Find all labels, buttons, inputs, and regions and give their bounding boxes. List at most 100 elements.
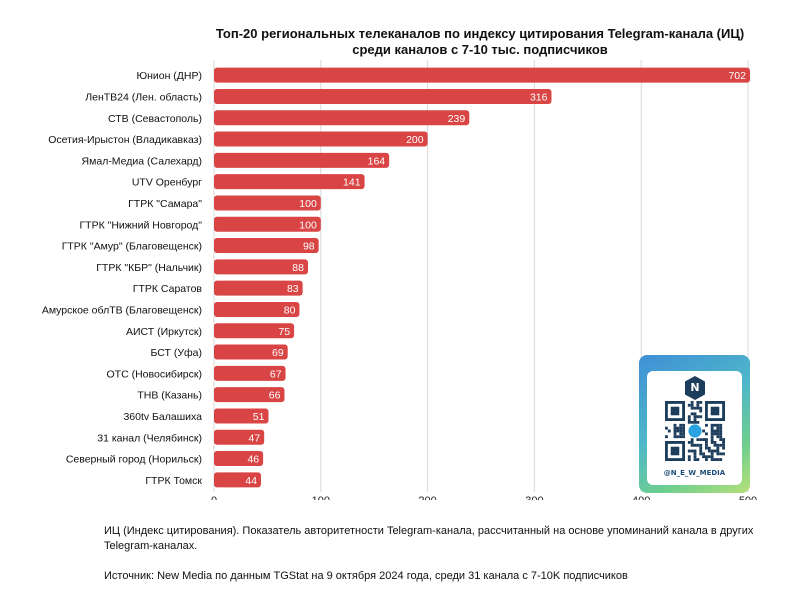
bar-value-label: 98 — [303, 241, 315, 253]
qr-module — [705, 455, 708, 459]
qr-module — [699, 452, 703, 456]
qr-module — [696, 401, 700, 404]
qr-module — [690, 449, 694, 453]
qr-module — [693, 415, 697, 419]
qr-module — [699, 449, 703, 453]
qr-module — [705, 432, 708, 436]
qr-module — [710, 426, 714, 430]
category-label: ГТРК Саратов — [133, 283, 203, 295]
bar-value-label: 44 — [245, 475, 257, 487]
qr-module — [710, 455, 714, 459]
qr-module — [682, 435, 685, 439]
category-label: ГТРК "КБР" (Нальчик) — [96, 262, 202, 274]
new-media-logo-letter: N — [690, 381, 699, 394]
category-label: Ямал-Медиа (Салехард) — [82, 155, 202, 167]
qr-module — [722, 438, 725, 441]
qr-module — [713, 449, 717, 453]
qr-module — [673, 423, 677, 427]
qr-module — [693, 452, 697, 456]
qr-module — [693, 421, 697, 424]
qr-module — [673, 432, 677, 436]
bar-value-label: 141 — [343, 177, 361, 189]
qr-module — [710, 449, 714, 453]
bar — [214, 408, 269, 424]
qr-module — [699, 446, 703, 450]
bar — [214, 387, 285, 403]
bar-value-label: 239 — [448, 113, 466, 125]
qr-module — [705, 438, 708, 441]
qr-module — [682, 429, 685, 433]
qr-module — [682, 426, 685, 430]
qr-module — [716, 432, 720, 436]
qr-module — [710, 458, 714, 461]
qr-module — [673, 426, 677, 430]
qr-module — [693, 455, 697, 459]
qr-module — [699, 438, 703, 441]
qr-module — [693, 418, 697, 421]
qr-module — [696, 403, 700, 407]
bar — [214, 451, 264, 467]
bar — [214, 67, 750, 83]
qr-module — [687, 415, 691, 419]
category-label: АИСТ (Иркутск) — [126, 326, 202, 338]
qr-module — [699, 415, 703, 419]
qr-module — [665, 435, 668, 439]
qr-module — [693, 458, 697, 461]
qr-promo-card[interactable]: N @N_E_W_MEDIA — [639, 355, 750, 493]
x-tick-label: 500 — [739, 495, 757, 500]
x-tick-label: 300 — [525, 495, 543, 500]
qr-module — [696, 458, 700, 461]
qr-module — [676, 426, 680, 430]
bar-value-label: 80 — [284, 304, 296, 316]
qr-module — [710, 441, 714, 444]
qr-module — [679, 432, 683, 436]
qr-module — [719, 438, 723, 441]
qr-module — [710, 452, 714, 456]
qr-module — [705, 458, 708, 461]
qr-module — [665, 426, 668, 430]
bar — [214, 323, 295, 339]
qr-module — [673, 435, 677, 439]
bar-value-label: 316 — [530, 91, 548, 103]
category-label: ГТРК "Нижний Новгород" — [79, 219, 202, 231]
qr-module — [687, 455, 691, 459]
qr-module — [716, 435, 720, 439]
category-label: ТНВ (Казань) — [137, 390, 202, 402]
qr-module — [710, 435, 714, 439]
bar-value-label: 69 — [272, 347, 284, 359]
qr-module — [693, 406, 697, 410]
qr-module — [710, 429, 714, 433]
qr-module — [719, 452, 723, 456]
qr-module — [705, 423, 708, 427]
category-label: ЛенТВ24 (Лен. область) — [85, 91, 202, 103]
qr-module — [702, 455, 705, 459]
bar-value-label: 164 — [368, 155, 386, 167]
qr-module — [667, 429, 671, 433]
category-label: 31 канал (Челябинск) — [97, 432, 202, 444]
qr-module — [682, 423, 685, 427]
qr-module — [699, 401, 703, 404]
qr-module — [705, 443, 708, 447]
bar-value-label: 88 — [292, 262, 304, 274]
qr-module — [707, 455, 711, 459]
category-label: 360tv Балашиха — [123, 411, 202, 423]
qr-module — [716, 452, 720, 456]
qr-module — [713, 429, 717, 433]
qr-module — [716, 449, 720, 453]
qr-module — [676, 435, 680, 439]
qr-module — [713, 458, 717, 461]
qr-module — [722, 446, 725, 450]
qr-card-inner: N @N_E_W_MEDIA — [647, 371, 742, 485]
chart-title-line-2: среди каналов с 7-10 тыс. подписчиков — [352, 42, 608, 57]
footnote-definition: ИЦ (Индекс цитирования). Показатель авто… — [104, 525, 754, 552]
qr-module — [710, 432, 714, 436]
qr-module — [716, 458, 720, 461]
qr-code-icon[interactable] — [665, 401, 725, 461]
bar-value-label: 46 — [247, 454, 259, 466]
source-note: Источник: New Media по данным TGStat на … — [104, 570, 628, 582]
chart-title: Топ-20 региональных телеканалов по индек… — [150, 26, 800, 58]
category-label: Северный город (Норильск) — [66, 454, 202, 466]
bar — [214, 152, 390, 168]
qr-module — [707, 446, 711, 450]
bar-value-label: 702 — [728, 70, 746, 82]
